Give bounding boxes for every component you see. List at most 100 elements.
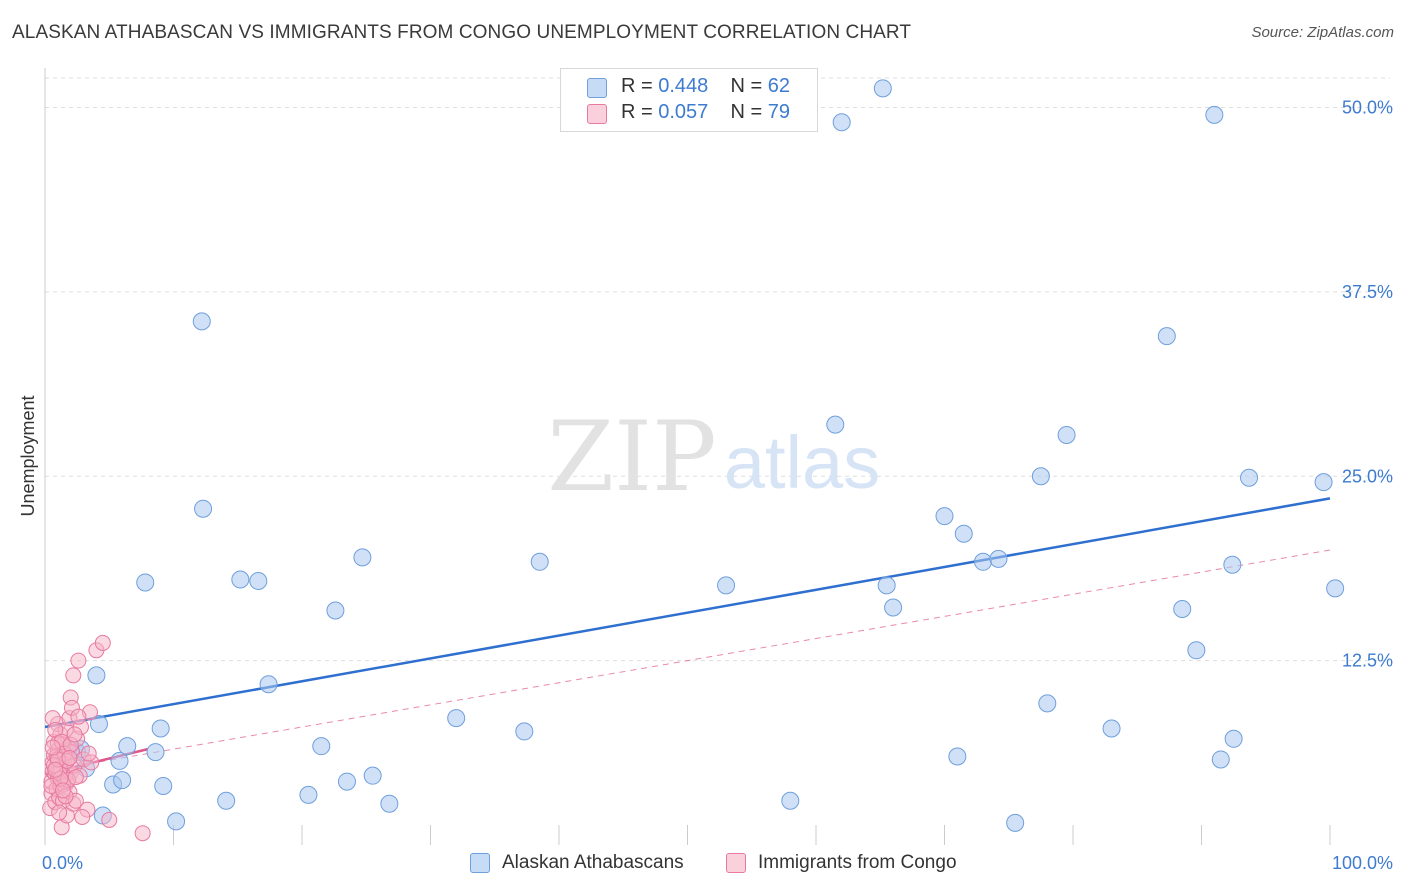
- data-point-alaskan-athabascans: [110, 751, 129, 770]
- data-point-alaskan-athabascans: [312, 737, 331, 756]
- data-point-alaskan-athabascans: [826, 415, 845, 434]
- data-point-alaskan-athabascans: [832, 113, 851, 132]
- data-point-alaskan-athabascans: [1223, 555, 1242, 574]
- chart-title: ALASKAN ATHABASCAN VS IMMIGRANTS FROM CO…: [12, 22, 912, 43]
- data-point-alaskan-athabascans: [192, 312, 211, 331]
- data-point-immigrants-from-congo: [54, 782, 71, 799]
- data-point-immigrants-from-congo: [51, 804, 68, 821]
- data-point-alaskan-athabascans: [717, 576, 736, 595]
- watermark-atlas: atlas: [724, 421, 880, 504]
- data-point-alaskan-athabascans: [118, 737, 137, 756]
- data-point-alaskan-athabascans: [877, 576, 896, 595]
- data-point-alaskan-athabascans: [154, 777, 173, 795]
- legend-swatch-blue: [587, 78, 607, 98]
- data-point-alaskan-athabascans: [447, 709, 466, 728]
- data-point-immigrants-from-congo: [61, 749, 78, 766]
- legend-swatch-blue: [470, 853, 490, 873]
- data-point-immigrants-from-congo: [66, 726, 83, 743]
- data-point-alaskan-athabascans: [151, 719, 170, 738]
- data-point-alaskan-athabascans: [1057, 425, 1076, 444]
- y-tick-label: 12.5%: [1342, 651, 1393, 671]
- r-label: R =: [621, 75, 653, 97]
- watermark: ZIP atlas: [547, 401, 880, 513]
- data-point-alaskan-athabascans: [1006, 813, 1025, 832]
- data-point-alaskan-athabascans: [1326, 579, 1345, 598]
- stats-legend: R = 0.448 N = 62 R = 0.057 N = 79: [560, 68, 818, 132]
- n-label: N =: [730, 101, 763, 123]
- legend-swatch-pink: [587, 104, 607, 124]
- source-label: Source: ZipAtlas.com: [1251, 24, 1394, 41]
- r-value-blue: 0.448: [658, 75, 709, 97]
- r-label: R =: [621, 101, 653, 123]
- y-tick-label: 37.5%: [1342, 282, 1393, 302]
- data-point-alaskan-athabascans: [146, 743, 165, 762]
- y-tick-label: 50.0%: [1342, 98, 1393, 118]
- data-point-alaskan-athabascans: [259, 675, 278, 694]
- series-immigrants-from-congo: [42, 634, 151, 842]
- x-tick-label: 0.0%: [42, 853, 83, 873]
- data-point-alaskan-athabascans: [884, 598, 903, 617]
- data-point-alaskan-athabascans: [1240, 468, 1259, 487]
- y-axis-label: Unemployment: [18, 395, 38, 516]
- n-label: N =: [730, 75, 763, 97]
- data-point-alaskan-athabascans: [89, 715, 108, 734]
- data-point-immigrants-from-congo: [70, 708, 87, 725]
- y-tick-label: 25.0%: [1342, 466, 1393, 486]
- data-point-alaskan-athabascans: [194, 499, 213, 518]
- data-point-alaskan-athabascans: [1205, 105, 1224, 124]
- data-point-immigrants-from-congo: [44, 739, 61, 756]
- data-point-alaskan-athabascans: [299, 785, 318, 804]
- trendline-immigrants-from-congo-extended: [44, 549, 1331, 772]
- r-value-pink: 0.057: [658, 101, 709, 123]
- tick-labels: 12.5% 25.0% 37.5% 50.0% 0.0% 100.0%: [42, 98, 1393, 874]
- data-point-immigrants-from-congo: [67, 769, 84, 786]
- data-point-immigrants-from-congo: [47, 761, 64, 778]
- data-point-alaskan-athabascans: [1173, 600, 1192, 618]
- data-point-alaskan-athabascans: [974, 552, 993, 571]
- data-point-alaskan-athabascans: [1211, 750, 1230, 769]
- data-point-alaskan-athabascans: [337, 772, 356, 791]
- legend-label-immigrants-from-congo: Immigrants from Congo: [758, 852, 957, 873]
- data-point-alaskan-athabascans: [873, 79, 892, 98]
- data-point-alaskan-athabascans: [948, 747, 967, 766]
- data-point-alaskan-athabascans: [1314, 473, 1333, 492]
- data-point-alaskan-athabascans: [781, 791, 800, 810]
- data-point-alaskan-athabascans: [1224, 729, 1243, 748]
- data-point-immigrants-from-congo: [134, 825, 151, 842]
- data-point-immigrants-from-congo: [70, 652, 87, 669]
- data-point-alaskan-athabascans: [326, 601, 345, 620]
- data-point-alaskan-athabascans: [1187, 641, 1206, 660]
- data-point-alaskan-athabascans: [353, 548, 372, 567]
- trend-layer: [44, 497, 1331, 776]
- n-value-blue: 62: [767, 75, 791, 97]
- data-point-alaskan-athabascans: [1102, 719, 1121, 738]
- data-point-alaskan-athabascans: [217, 791, 236, 810]
- data-point-alaskan-athabascans: [935, 507, 954, 526]
- x-tick-label: 100.0%: [1332, 853, 1393, 873]
- data-point-alaskan-athabascans: [380, 794, 399, 813]
- data-point-immigrants-from-congo: [80, 745, 97, 762]
- watermark-zip: ZIP: [547, 401, 716, 513]
- data-point-alaskan-athabascans: [530, 552, 549, 571]
- data-point-alaskan-athabascans: [363, 766, 382, 785]
- data-point-alaskan-athabascans: [113, 771, 132, 790]
- data-point-alaskan-athabascans: [989, 549, 1008, 568]
- data-point-alaskan-athabascans: [1157, 327, 1176, 346]
- data-point-alaskan-athabascans: [249, 571, 268, 590]
- data-point-alaskan-athabascans: [954, 524, 973, 543]
- trendline-alaskan-athabascans: [44, 497, 1331, 729]
- data-point-immigrants-from-congo: [74, 808, 91, 825]
- legend-label-alaskan-athabascans: Alaskan Athabascans: [502, 852, 684, 873]
- data-point-alaskan-athabascans: [136, 573, 155, 592]
- legend-swatch-pink: [726, 853, 746, 873]
- data-point-alaskan-athabascans: [167, 812, 186, 831]
- data-point-alaskan-athabascans: [231, 570, 250, 589]
- n-value-pink: 79: [767, 101, 791, 123]
- data-point-alaskan-athabascans: [1038, 694, 1057, 713]
- data-point-alaskan-athabascans: [1031, 467, 1050, 486]
- data-point-immigrants-from-congo: [94, 634, 111, 651]
- data-point-alaskan-athabascans: [87, 666, 106, 685]
- data-point-alaskan-athabascans: [515, 722, 534, 741]
- data-point-immigrants-from-congo: [101, 811, 118, 828]
